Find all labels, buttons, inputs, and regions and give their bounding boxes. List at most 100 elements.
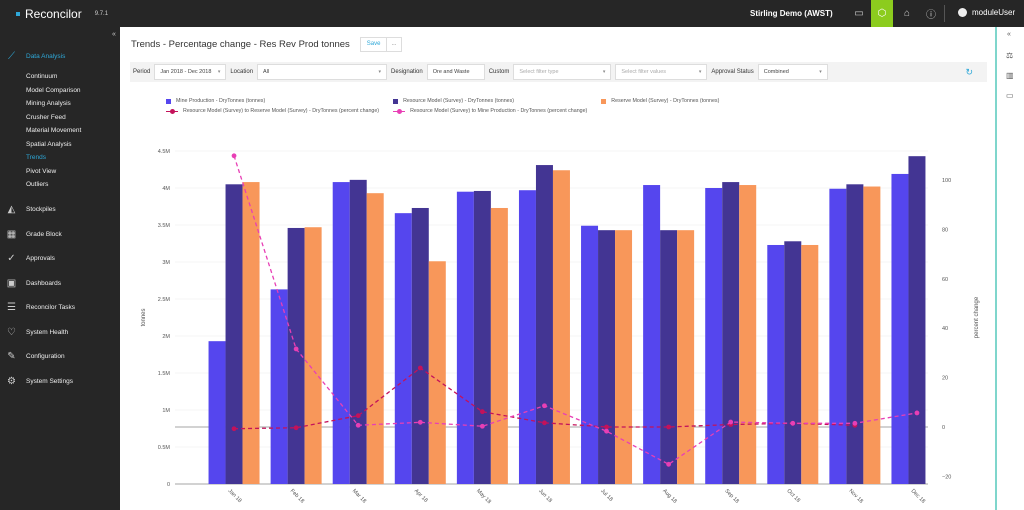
folder-icon[interactable]: ▭ — [1006, 91, 1014, 100]
y-tick-label: 2M — [162, 334, 170, 340]
sidebar-item-material-movement[interactable]: Material Movement — [26, 127, 82, 134]
legend-item[interactable]: Reserve Model (Survey) - DryTonnes (tonn… — [601, 98, 719, 104]
sidebar-label: Data Analysis — [26, 53, 66, 60]
sidebar-item-data-analysis[interactable]: ⟋ Data Analysis — [6, 51, 65, 62]
chevron-down-icon: ▾ — [217, 69, 221, 75]
bar — [490, 207, 508, 485]
y-tick-label: 0.5M — [158, 445, 171, 451]
logo[interactable]: Reconcilor 9.7.1 — [16, 7, 108, 21]
title-row: Trends - Percentage change - Res Rev Pro… — [131, 37, 402, 52]
sidebar-item-system-health[interactable]: ♡ System Health — [6, 327, 68, 338]
data-point — [293, 425, 299, 431]
gear-icon: ⚙ — [7, 375, 16, 387]
approval-value: Combined — [763, 69, 789, 75]
divider — [944, 5, 945, 22]
y2-tick-label: 100 — [942, 178, 951, 184]
series-line — [234, 367, 855, 430]
designation-select[interactable]: Ore and Waste — [426, 64, 485, 80]
settings-icon[interactable]: ⬡ — [871, 0, 893, 27]
bar — [846, 184, 864, 485]
x-tick-label: Apr 18 — [413, 488, 429, 504]
sidebar-item-outliers[interactable]: Outliers — [26, 181, 49, 188]
sidebar-item-grade-block[interactable]: ▦ Grade Block — [6, 229, 62, 240]
y-axis-title: tonnes — [141, 308, 147, 326]
sidebar-item-pivot-view[interactable]: Pivot View — [26, 167, 57, 175]
location-select[interactable]: All ▾ — [257, 64, 388, 80]
sidebar-item-trends[interactable]: Trends — [26, 154, 46, 161]
data-point — [293, 346, 299, 352]
bar-chart-icon[interactable]: ▥ — [1006, 71, 1014, 80]
approval-status-select[interactable]: Combined ▾ — [757, 64, 828, 80]
legend-label: Reserve Model (Survey) - DryTonnes (tonn… — [611, 98, 720, 104]
data-point — [355, 413, 361, 419]
sidebar-label: System Health — [26, 328, 69, 336]
sidebar-item-crusher-feed[interactable]: Crusher Feed — [26, 113, 66, 121]
data-point — [479, 423, 485, 429]
sidebar-item-reconcilor-tasks[interactable]: ☰ Reconcilor Tasks — [6, 302, 75, 313]
site-name[interactable]: Stirling Demo (AWST) — [750, 9, 833, 18]
legend-swatch — [166, 98, 171, 104]
refresh-icon[interactable]: ↻ — [965, 66, 973, 77]
sidebar-item-model-comparison[interactable]: Model Comparison — [26, 86, 81, 94]
x-tick-label: Nov 18 — [847, 488, 864, 505]
sidebar-item-dashboards[interactable]: ▣ Dashboards — [6, 278, 61, 289]
sidebar-item-spatial-analysis[interactable]: Spatial Analysis — [26, 140, 72, 148]
custom-filter-type-select[interactable]: Select filter type ▾ — [513, 64, 612, 80]
custom-label: Custom — [488, 69, 510, 75]
legend-line — [166, 108, 178, 114]
x-tick-label: Jun 18 — [537, 488, 553, 504]
scale-icon[interactable]: ⚖ — [1006, 51, 1014, 60]
page-title: Trends - Percentage change - Res Rev Pro… — [131, 39, 350, 50]
bar — [598, 230, 616, 484]
sidebar-item-mining-analysis[interactable]: Mining Analysis — [26, 100, 71, 107]
sidebar-item-continuum[interactable]: Continuum — [26, 73, 58, 80]
sidebar-item-configuration[interactable]: ✎ Configuration — [6, 351, 64, 362]
data-point — [417, 419, 423, 425]
bar — [705, 188, 723, 484]
home-notification-icon[interactable]: ⌂ — [903, 8, 911, 19]
wrench-icon: ✎ — [7, 351, 16, 362]
legend-item[interactable]: Resource Model (Survey) to Mine Producti… — [393, 108, 587, 114]
data-point — [914, 410, 920, 416]
location-value: All — [263, 69, 270, 75]
sidebar-item-approvals[interactable]: ✓ Approvals — [6, 253, 55, 264]
y-tick-label: 1.5M — [158, 371, 171, 377]
y-tick-label: 3.5M — [158, 223, 171, 229]
legend-item[interactable]: Resource Model (Survey) to Reserve Model… — [166, 108, 379, 114]
x-tick-label: May 18 — [475, 488, 492, 505]
bar — [660, 230, 678, 484]
sidebar-item-stockpiles[interactable]: ◭ Stockpiles — [6, 204, 56, 215]
collapse-sidebar-icon[interactable]: « — [112, 31, 116, 38]
bar — [242, 182, 260, 484]
bar — [287, 227, 305, 484]
designation-value: Ore and Waste — [432, 69, 470, 75]
user-menu[interactable]: moduleUser — [958, 8, 1015, 17]
monitor-icon[interactable]: ▭ — [854, 8, 864, 19]
bar — [581, 225, 599, 485]
sidebar-label: Dashboards — [26, 279, 62, 287]
save-button[interactable]: Save — [366, 41, 381, 47]
mountain-icon: ◭ — [7, 204, 16, 215]
app-version: 9.7.1 — [94, 11, 109, 17]
legend-item[interactable]: Resource Model (Survey) - DryTonnes (ton… — [393, 98, 587, 104]
data-point — [355, 422, 361, 428]
heart-pulse-icon: ♡ — [7, 326, 16, 338]
bar — [270, 289, 288, 484]
expand-panel-icon[interactable]: « — [1007, 31, 1011, 38]
y2-tick-label: −20 — [942, 474, 951, 480]
custom-filter-values-select[interactable]: Select filter values ▾ — [615, 64, 708, 80]
tasks-icon: ☰ — [7, 302, 16, 313]
approval-label: Approval Status — [711, 69, 754, 75]
y-tick-label: 1M — [162, 408, 170, 414]
sidebar-item-system-settings[interactable]: ⚙ System Settings — [6, 376, 73, 387]
x-tick-label: Feb 18 — [289, 488, 305, 504]
sidebar-label: System Settings — [26, 377, 73, 385]
sidebar: « ⟋ Data Analysis Continuum Model Comparis… — [0, 27, 120, 510]
y-tick-label: 0 — [167, 482, 170, 488]
info-icon[interactable]: ⓘ — [926, 10, 936, 21]
period-select[interactable]: Jan 2018 - Dec 2018 ▾ — [154, 64, 227, 80]
x-tick-label: Mar 18 — [351, 488, 367, 504]
legend-item[interactable]: Mine Production - DryTonnes (tonnes) — [166, 98, 379, 104]
more-button[interactable]: ... — [386, 38, 400, 51]
legend-line — [393, 108, 406, 114]
